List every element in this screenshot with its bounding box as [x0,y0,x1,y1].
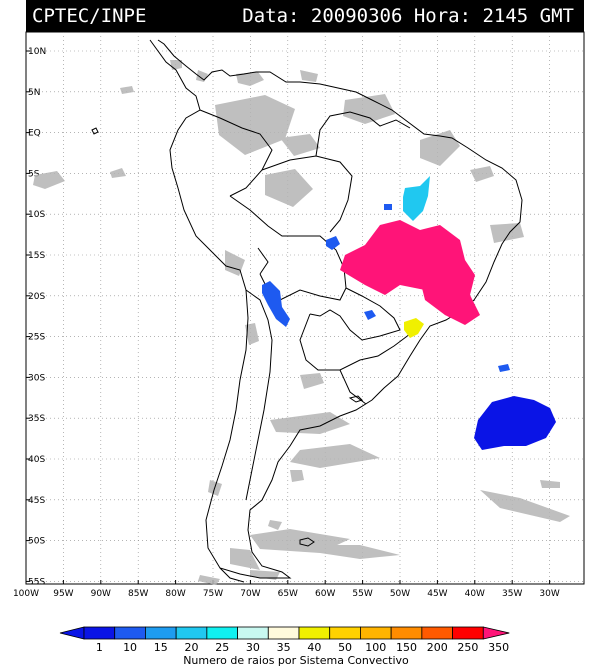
lon-label: 90W [91,589,111,599]
colorbar-arrow-right [482,626,510,640]
convective-systems [262,176,556,450]
lon-label: 85W [128,589,148,599]
lon-label: 55W [352,589,372,599]
lon-label: 30W [539,589,559,599]
colorbar-segment [421,626,453,640]
colorbar-segment [206,626,238,640]
colorbar-segment [237,626,269,640]
colorbar-label: 35 [277,641,291,654]
colorbar-segment [329,626,361,640]
lon-label: 80W [165,589,185,599]
lat-label: 45S [28,496,45,506]
lon-label: 70W [240,589,260,599]
colorbar-segment [114,626,146,640]
lon-label: 45W [427,589,447,599]
colorbar-segment [298,626,331,640]
lat-label: 15S [28,251,45,261]
map-frame [25,31,585,585]
lon-label: 65W [278,589,298,599]
colorbar-segment [83,626,116,640]
colorbar-segment [267,626,300,640]
lon-label: 100W [13,589,39,599]
colorbar-arrow-left [59,626,85,640]
colorbar-segment [175,626,208,640]
colorbar-label: 30 [246,641,260,654]
agency-label: CPTEC/INPE [32,5,147,27]
lon-label: 35W [502,589,522,599]
colorbar-title: Numero de raios por Sistema Convectivo [183,654,409,667]
colorbar-label: 1 [96,641,103,654]
lat-label: 5S [28,169,40,179]
lat-label: 35S [28,414,45,424]
lon-label: 95W [53,589,73,599]
lon-label: 50W [390,589,410,599]
coastlines [149,39,523,583]
lon-label: 60W [315,589,335,599]
lat-label: 20S [28,292,45,302]
colorbar-label: 350 [488,641,509,654]
lon-label: 75W [203,589,223,599]
lon-label: 40W [465,589,485,599]
colorbar-segment [360,626,392,640]
lat-label: 55S [28,577,45,587]
colorbar-label: 10 [123,641,137,654]
colorbar-label: 20 [185,641,199,654]
lat-label: 40S [28,455,45,465]
datetime-label: Data: 20090306 Hora: 2145 GMT [242,5,574,27]
graticule: 10N 5N EQ 5S 10S 15S 20S 25S 30S 35S 40S 45S 50S 55S 1… [13,32,584,599]
colorbar-label: 200 [427,641,448,654]
lat-label: EQ [28,129,41,139]
lat-label: 10N [28,47,46,57]
colorbar-label: 100 [365,641,386,654]
colorbar-segment [145,626,177,640]
lat-label: 50S [28,537,45,547]
colorbar-label: 15 [154,641,168,654]
colorbar-segment [452,626,484,640]
colorbar-label: 25 [215,641,229,654]
colorbar-label: 250 [457,641,478,654]
colorbar-label: 50 [338,641,352,654]
colorbar-segment [390,626,423,640]
islands [91,127,363,547]
colorbar: 1 10 15 20 25 30 35 40 50 100 150 200 250 350 [59,626,510,654]
map-header: CPTEC/INPE Data: 20090306 Hora: 2145 GMT [26,0,584,32]
colorbar-label: 40 [307,641,321,654]
lat-label: 10S [28,210,45,220]
colorbar-label: 150 [396,641,417,654]
lat-label: 30S [28,373,45,383]
lat-label: 5N [28,88,40,98]
lat-label: 25S [28,333,45,343]
